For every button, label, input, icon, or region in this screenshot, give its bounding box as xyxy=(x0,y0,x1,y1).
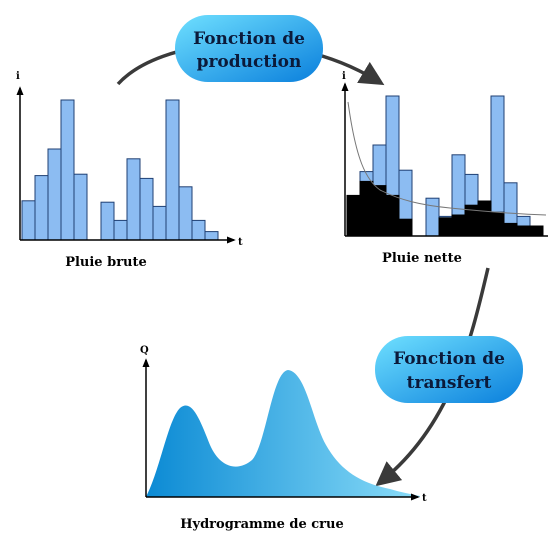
pluie-nette-bars xyxy=(346,95,544,237)
pluie-nette-net-bar xyxy=(385,194,400,237)
pluie-brute-i-label: i xyxy=(16,71,20,82)
production-label-line2: production xyxy=(197,52,302,72)
pluie-brute-bar xyxy=(139,177,154,241)
production-function-bubble: Fonction de production xyxy=(175,15,323,82)
pluie-nette-chart: i Pluie nette xyxy=(341,71,548,266)
pluie-brute-bar xyxy=(21,200,36,241)
pluie-brute-bar xyxy=(73,173,88,241)
pluie-nette-net-bar xyxy=(398,218,413,237)
pluie-nette-gross-bar xyxy=(425,197,440,237)
pluie-brute-title: Pluie brute xyxy=(65,255,147,270)
transfer-function-bubble: Fonction de transfert xyxy=(375,336,523,403)
pluie-nette-i-label: i xyxy=(342,71,346,82)
pluie-brute-bar xyxy=(165,99,180,241)
transfert-label-line2: transfert xyxy=(407,373,492,393)
pluie-brute-chart: i t Pluie brute xyxy=(16,71,243,270)
pluie-brute-bar xyxy=(113,219,128,241)
infiltration-curve xyxy=(347,101,547,216)
pluie-nette-net-bar xyxy=(451,214,466,237)
pluie-nette-net-bar xyxy=(346,194,361,237)
pluie-nette-net-bar xyxy=(516,225,544,237)
pluie-nette-net-bar xyxy=(372,185,387,237)
hydrogramme-title: Hydrogramme de crue xyxy=(180,517,344,532)
hydrogramme-chart: Q t Hydrogramme de crue xyxy=(140,345,427,532)
pluie-brute-t-label: t xyxy=(238,237,243,248)
pluie-brute-bar xyxy=(178,186,193,241)
pluie-nette-net-bar xyxy=(477,200,492,237)
production-label-line1: Fonction de xyxy=(193,29,305,49)
pluie-brute-bar xyxy=(34,175,49,241)
pluie-brute-bar xyxy=(60,99,75,241)
hydrograph-q-label: Q xyxy=(140,345,149,356)
pluie-nette-net-bar xyxy=(438,217,453,237)
transfert-label-line1: Fonction de xyxy=(393,349,505,369)
pluie-nette-net-bar xyxy=(359,180,374,237)
pluie-brute-bar xyxy=(204,231,219,241)
pluie-brute-bars xyxy=(21,99,219,241)
pluie-brute-bar xyxy=(100,201,115,241)
hydrograph-area xyxy=(146,370,420,497)
pluie-brute-bar xyxy=(126,158,141,241)
pluie-nette-title: Pluie nette xyxy=(382,251,462,266)
pluie-nette-net-bar xyxy=(490,211,505,237)
hydrograph-t-label: t xyxy=(422,493,427,504)
pluie-brute-bar xyxy=(191,219,206,241)
pluie-brute-bar xyxy=(152,205,167,241)
pluie-brute-bar xyxy=(47,148,62,241)
pluie-nette-net-bar xyxy=(503,222,518,237)
